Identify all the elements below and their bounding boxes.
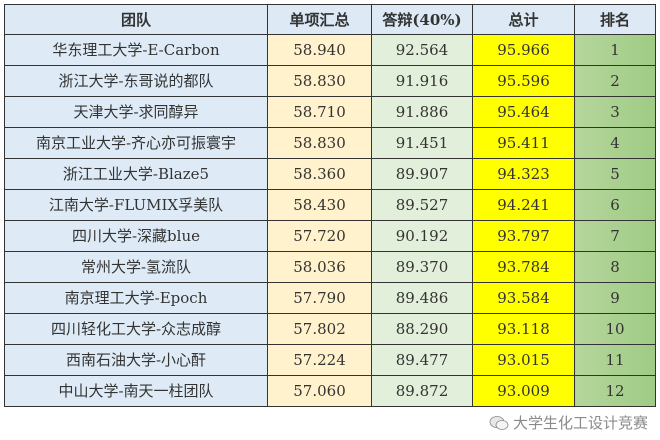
header-row: 团队 单项汇总 答辩(40%) 总计 排名 [4, 4, 656, 35]
cell-single: 58.710 [267, 96, 372, 128]
cell-defense: 89.370 [371, 251, 473, 283]
cell-defense: 89.486 [371, 282, 473, 314]
cell-team: 四川轻化工大学-众志成醇 [4, 313, 268, 345]
cell-total: 93.784 [472, 251, 575, 283]
watermark: 大学生化工设计竞赛 [489, 414, 648, 432]
cell-defense: 91.886 [371, 96, 473, 128]
cell-team: 南京工业大学-齐心亦可振寰宇 [4, 127, 268, 159]
cell-defense: 91.916 [371, 65, 473, 97]
cell-defense: 90.192 [371, 220, 473, 252]
cell-total: 94.241 [472, 189, 575, 221]
cell-total: 95.464 [472, 96, 575, 128]
cell-rank: 5 [574, 158, 656, 190]
cell-team: 浙江工业大学-Blaze5 [4, 158, 268, 190]
cell-single: 57.060 [267, 375, 372, 407]
table-row: 浙江工业大学-Blaze5 58.360 89.907 94.323 5 [4, 158, 656, 190]
table-row: 浙江大学-东哥说的都队 58.830 91.916 95.596 2 [4, 65, 656, 97]
cell-total: 95.596 [472, 65, 575, 97]
cell-defense: 89.527 [371, 189, 473, 221]
cell-single: 57.720 [267, 220, 372, 252]
cell-total: 94.323 [472, 158, 575, 190]
cell-defense: 88.290 [371, 313, 473, 345]
cell-single: 58.940 [267, 34, 372, 66]
cell-rank: 12 [574, 375, 656, 407]
watermark-text: 大学生化工设计竞赛 [512, 414, 648, 432]
results-table: 团队 单项汇总 答辩(40%) 总计 排名 华东理工大学-E-Carbon 58.… [4, 4, 656, 407]
cell-rank: 7 [574, 220, 656, 252]
cell-single: 58.830 [267, 65, 372, 97]
cell-defense: 92.564 [371, 34, 473, 66]
cell-rank: 2 [574, 65, 656, 97]
header-defense: 答辩(40%) [371, 4, 473, 35]
header-rank: 排名 [574, 4, 656, 35]
table-row: 四川大学-深藏blue 57.720 90.192 93.797 7 [4, 220, 656, 252]
cell-total: 95.966 [472, 34, 575, 66]
cell-single: 58.036 [267, 251, 372, 283]
cell-defense: 91.451 [371, 127, 473, 159]
wechat-icon [489, 416, 509, 430]
table-row: 常州大学-氢流队 58.036 89.370 93.784 8 [4, 251, 656, 283]
cell-total: 93.584 [472, 282, 575, 314]
cell-defense: 89.907 [371, 158, 473, 190]
header-team: 团队 [4, 4, 268, 35]
cell-total: 93.015 [472, 344, 575, 376]
cell-single: 57.802 [267, 313, 372, 345]
table-row: 四川轻化工大学-众志成醇 57.802 88.290 93.118 10 [4, 313, 656, 345]
cell-single: 58.430 [267, 189, 372, 221]
cell-rank: 1 [574, 34, 656, 66]
cell-rank: 4 [574, 127, 656, 159]
cell-total: 93.009 [472, 375, 575, 407]
cell-defense: 89.477 [371, 344, 473, 376]
cell-rank: 3 [574, 96, 656, 128]
cell-single: 58.830 [267, 127, 372, 159]
cell-team: 天津大学-求同醇异 [4, 96, 268, 128]
cell-defense: 89.872 [371, 375, 473, 407]
table-row: 南京工业大学-齐心亦可振寰宇 58.830 91.451 95.411 4 [4, 127, 656, 159]
cell-team: 江南大学-FLUMIX孚美队 [4, 189, 268, 221]
cell-rank: 9 [574, 282, 656, 314]
cell-rank: 6 [574, 189, 656, 221]
cell-single: 58.360 [267, 158, 372, 190]
cell-team: 华东理工大学-E-Carbon [4, 34, 268, 66]
cell-rank: 10 [574, 313, 656, 345]
table-row: 南京理工大学-Epoch 57.790 89.486 93.584 9 [4, 282, 656, 314]
cell-rank: 11 [574, 344, 656, 376]
cell-total: 93.118 [472, 313, 575, 345]
table-body: 华东理工大学-E-Carbon 58.940 92.564 95.966 1 浙江大学-东… [4, 34, 656, 407]
cell-rank: 8 [574, 251, 656, 283]
cell-team: 浙江大学-东哥说的都队 [4, 65, 268, 97]
header-total: 总计 [472, 4, 575, 35]
cell-total: 95.411 [472, 127, 575, 159]
cell-single: 57.224 [267, 344, 372, 376]
table-row: 华东理工大学-E-Carbon 58.940 92.564 95.966 1 [4, 34, 656, 66]
cell-team: 中山大学-南天一柱团队 [4, 375, 268, 407]
table-row: 江南大学-FLUMIX孚美队 58.430 89.527 94.241 6 [4, 189, 656, 221]
table-row: 天津大学-求同醇异 58.710 91.886 95.464 3 [4, 96, 656, 128]
cell-team: 常州大学-氢流队 [4, 251, 268, 283]
header-single: 单项汇总 [267, 4, 372, 35]
cell-team: 西南石油大学-小心酐 [4, 344, 268, 376]
cell-single: 57.790 [267, 282, 372, 314]
table-row: 中山大学-南天一柱团队 57.060 89.872 93.009 12 [4, 375, 656, 407]
cell-team: 四川大学-深藏blue [4, 220, 268, 252]
cell-total: 93.797 [472, 220, 575, 252]
cell-team: 南京理工大学-Epoch [4, 282, 268, 314]
table-row: 西南石油大学-小心酐 57.224 89.477 93.015 11 [4, 344, 656, 376]
